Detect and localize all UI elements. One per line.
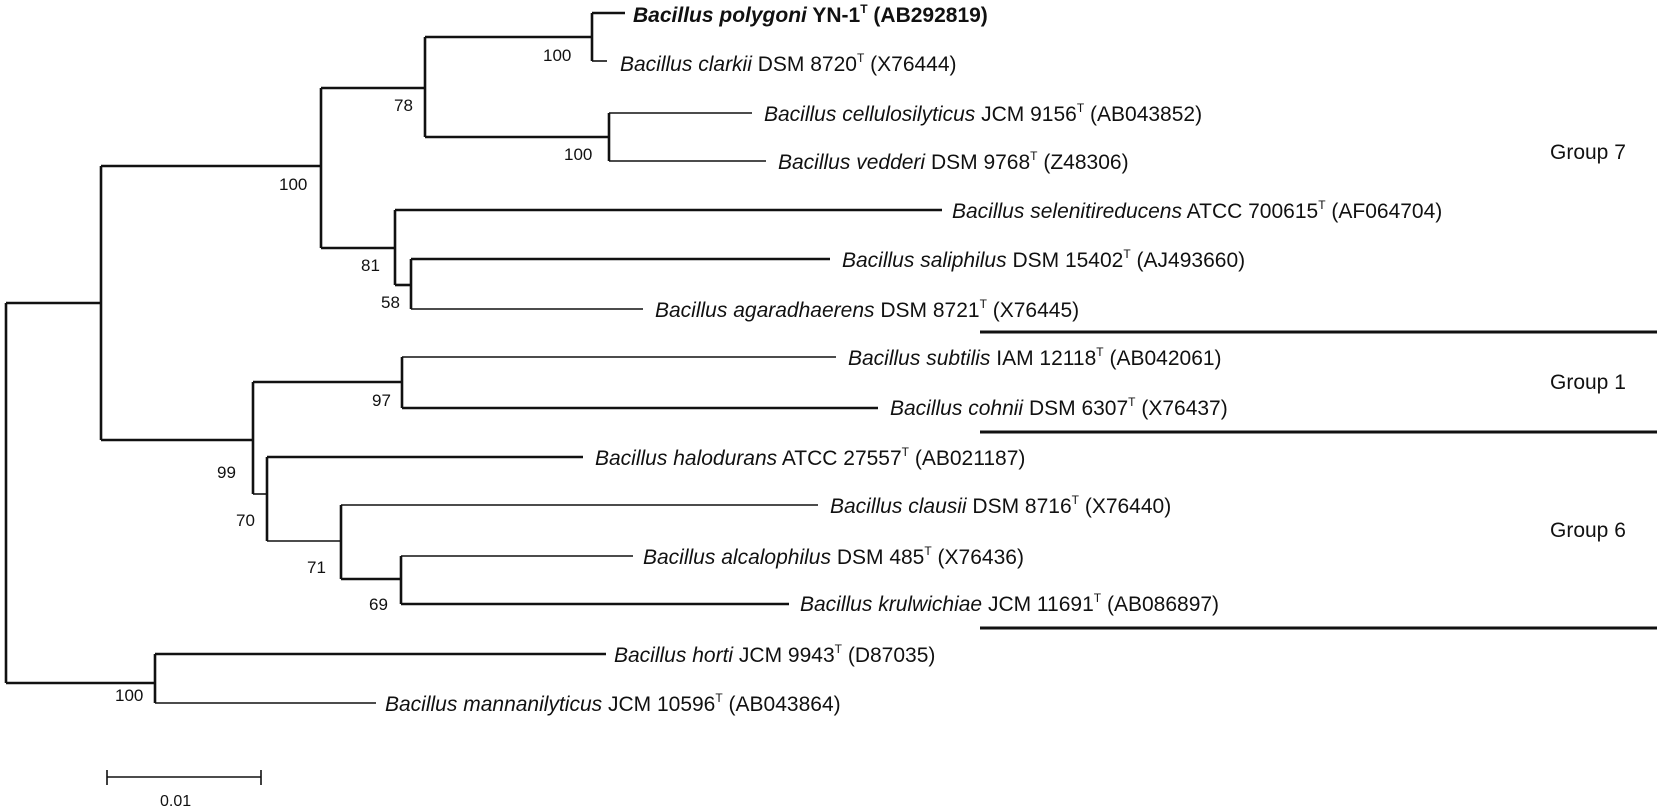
bootstrap-value: 100 xyxy=(543,46,571,65)
taxon-label-mannanilyticus: Bacillus mannanilyticus JCM 10596T (AB04… xyxy=(385,691,841,716)
group-label-6: Group 6 xyxy=(1550,519,1626,542)
bootstrap-value: 100 xyxy=(115,686,143,705)
taxon-label-cohnii: Bacillus cohnii DSM 6307T (X76437) xyxy=(890,395,1228,420)
taxon-label-saliphilus: Bacillus saliphilus DSM 15402T (AJ493660… xyxy=(842,247,1245,272)
scale-bar-label: 0.01 xyxy=(160,793,191,810)
bootstrap-value: 78 xyxy=(394,96,413,115)
taxon-label-halodurans: Bacillus halodurans ATCC 27557T (AB02118… xyxy=(595,445,1025,470)
taxon-label-selenitireducens: Bacillus selenitireducens ATCC 700615T (… xyxy=(952,198,1442,223)
taxon-label-krulwichiae: Bacillus krulwichiae JCM 11691T (AB08689… xyxy=(800,591,1219,616)
taxon-label-alcalophilus: Bacillus alcalophilus DSM 485T (X76436) xyxy=(643,544,1024,569)
bootstrap-value: 100 xyxy=(279,175,307,194)
bootstrap-value: 100 xyxy=(564,145,592,164)
taxon-label-subtilis: Bacillus subtilis IAM 12118T (AB042061) xyxy=(848,345,1222,370)
taxon-label-vedderi: Bacillus vedderi DSM 9768T (Z48306) xyxy=(778,149,1129,174)
bootstrap-value: 81 xyxy=(361,256,380,275)
bootstrap-value: 97 xyxy=(372,391,391,410)
bootstrap-value: 58 xyxy=(381,293,400,312)
tree-branches xyxy=(4,11,942,704)
group-label-7: Group 7 xyxy=(1550,141,1626,164)
group-label-1: Group 1 xyxy=(1550,371,1626,394)
taxon-label-agaradhaerens: Bacillus agaradhaerens DSM 8721T (X76445… xyxy=(655,297,1079,322)
scale-bar: 0.01 xyxy=(106,770,262,810)
taxon-label-clausii: Bacillus clausii DSM 8716T (X76440) xyxy=(830,493,1171,518)
bootstrap-value: 99 xyxy=(217,463,236,482)
bootstrap-value: 70 xyxy=(236,511,255,530)
bootstrap-values: 100 100 78 100 58 81 97 99 70 71 69 100 xyxy=(115,46,592,705)
group-annotations: Group 7 Group 1 Group 6 xyxy=(980,141,1657,630)
taxon-label-clarkii: Bacillus clarkii DSM 8720T (X76444) xyxy=(620,51,957,76)
taxon-labels: Bacillus polygoni YN-1T (AB292819) Bacil… xyxy=(385,2,1442,716)
taxon-label-cellulosilyticus: Bacillus cellulosilyticus JCM 9156T (AB0… xyxy=(764,101,1202,126)
bootstrap-value: 69 xyxy=(369,595,388,614)
bootstrap-value: 71 xyxy=(307,558,326,577)
taxon-label-polygoni: Bacillus polygoni YN-1T (AB292819) xyxy=(633,2,988,27)
taxon-label-horti: Bacillus horti JCM 9943T (D87035) xyxy=(614,642,935,667)
